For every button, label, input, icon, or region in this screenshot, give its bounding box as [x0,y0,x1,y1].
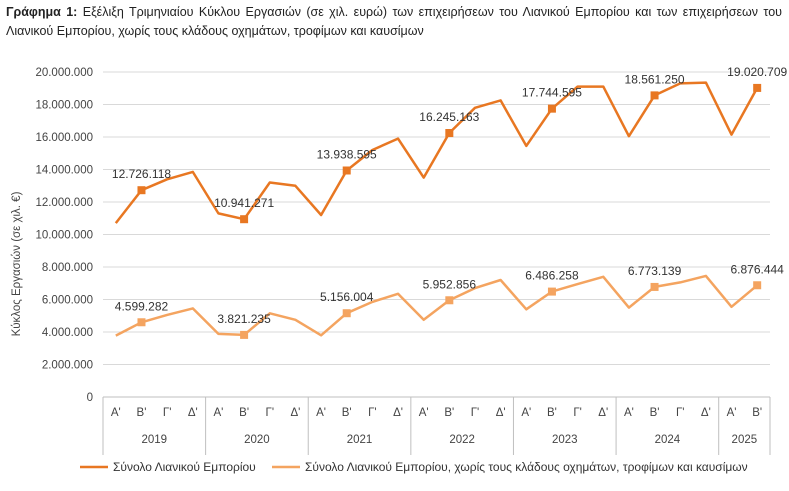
y-tick-label: 8.000.000 [42,262,93,274]
x-tick-label: Δ' [496,407,506,419]
y-tick-label: 14.000.000 [35,165,93,177]
series-line [115,274,759,337]
x-tick-label: Γ' [573,407,582,419]
x-tick-label: Δ' [701,407,711,419]
data-point-marker [547,104,556,113]
data-label: 5.952.856 [423,277,477,291]
data-point-marker [342,309,351,318]
data-point-marker [240,215,249,224]
x-year-label: 2025 [732,434,758,446]
data-label: 17.744.595 [522,86,582,100]
x-tick-label: Β' [752,407,762,419]
x-tick-label: Γ' [676,407,685,419]
x-tick-label: Α' [419,407,429,419]
data-point-marker [650,282,659,291]
y-tick-label: 2.000.000 [42,360,93,372]
x-year-label: 2022 [449,434,475,446]
x-axis: Α' Β' Γ' Δ' 2019 Α' Β' Γ' Δ' 2020 Α' Β' Γ' Δ' 2021 Α' Β'… [102,396,771,455]
x-tick-label: Β' [137,407,147,419]
y-tick-label: 18.000.000 [35,100,93,112]
y-axis-title: Κύκλος Εργασιών (σε χιλ. €) [11,191,23,336]
x-tick-label: Α' [111,407,121,419]
y-axis: 0 2.000.000 4.000.000 6.000.000 8.000.000 10.… [35,67,93,404]
data-label: 13.938.595 [317,147,377,161]
x-tick-label: Γ' [368,407,377,419]
data-label: 18.561.250 [625,72,685,86]
y-tick-label: 10.000.000 [35,230,93,242]
y-tick-label: 20.000.000 [35,67,93,79]
x-tick-label: Β' [239,407,249,419]
y-tick-label: 16.000.000 [35,132,93,144]
x-tick-label: Δ' [598,407,608,419]
x-year-label: 2020 [244,434,270,446]
data-point-marker [650,91,659,100]
figure-title: Γράφημα 1: Εξέλιξη Τριμηνιαίου Κύκλου Ερ… [6,3,782,41]
data-point-marker [445,129,454,138]
data-label: 4.599.282 [115,299,169,313]
data-label: 5.156.004 [320,290,374,304]
data-label: 16.245.163 [419,110,479,124]
data-point-marker [547,287,556,296]
data-point-marker [137,186,146,195]
x-tick-label: Α' [521,407,531,419]
legend-entry: Σύνολο Λιανικού Εμπορίου [113,460,256,474]
data-point-marker [240,330,249,339]
legend: Σύνολο Λιανικού Εμπορίου Σύνολο Λιανικού … [80,460,748,474]
x-tick-label: Δ' [393,407,403,419]
legend-entry: Σύνολο Λιανικού Εμπορίου, χωρίς τους κλά… [305,460,748,474]
data-label: 10.941.271 [214,196,274,210]
x-tick-label: Γ' [471,407,480,419]
x-year-label: 2021 [347,434,373,446]
y-tick-label: 6.000.000 [42,295,93,307]
data-label: 3.821.235 [217,312,271,326]
x-tick-label: Β' [342,407,352,419]
data-label: 6.486.258 [525,269,579,283]
x-year-label: 2019 [142,434,168,446]
series-layer: 12.726.118 10.941.271 13.938.595 16.245.163… [112,65,788,339]
series-2: 4.599.282 3.821.235 5.156.004 5.952.856 6.48… [115,262,784,339]
data-label: 12.726.118 [112,167,171,181]
x-tick-label: Δ' [188,407,198,419]
y-tick-label: 4.000.000 [42,327,93,339]
x-tick-label: Α' [624,407,634,419]
data-point-marker [342,166,351,175]
x-tick-label: Α' [214,407,224,419]
y-tick-label: 12.000.000 [35,197,93,209]
x-tick-label: Γ' [163,407,172,419]
x-year-label: 2024 [655,434,681,446]
figure-label: Γράφημα 1: [6,5,78,19]
x-tick-label: Γ' [265,407,274,419]
y-tick-label: 0 [87,392,93,404]
data-point-marker [445,296,454,305]
data-point-marker [753,281,762,290]
x-tick-label: Α' [727,407,737,419]
x-tick-label: Β' [547,407,557,419]
data-label: 6.773.139 [628,264,682,278]
x-tick-label: Α' [316,407,326,419]
x-tick-label: Δ' [290,407,300,419]
x-tick-label: Β' [650,407,660,419]
data-point-marker [753,83,762,92]
data-label: 6.876.444 [730,262,784,276]
figure-caption: Εξέλιξη Τριμηνιαίου Κύκλου Εργασιών (σε … [6,5,782,38]
series-1: 12.726.118 10.941.271 13.938.595 16.245.163… [112,65,788,224]
data-point-marker [137,318,146,327]
x-tick-label: Β' [444,407,454,419]
data-label: 19.020.709 [727,65,787,79]
x-year-label: 2023 [552,434,578,446]
series-line [114,81,759,224]
